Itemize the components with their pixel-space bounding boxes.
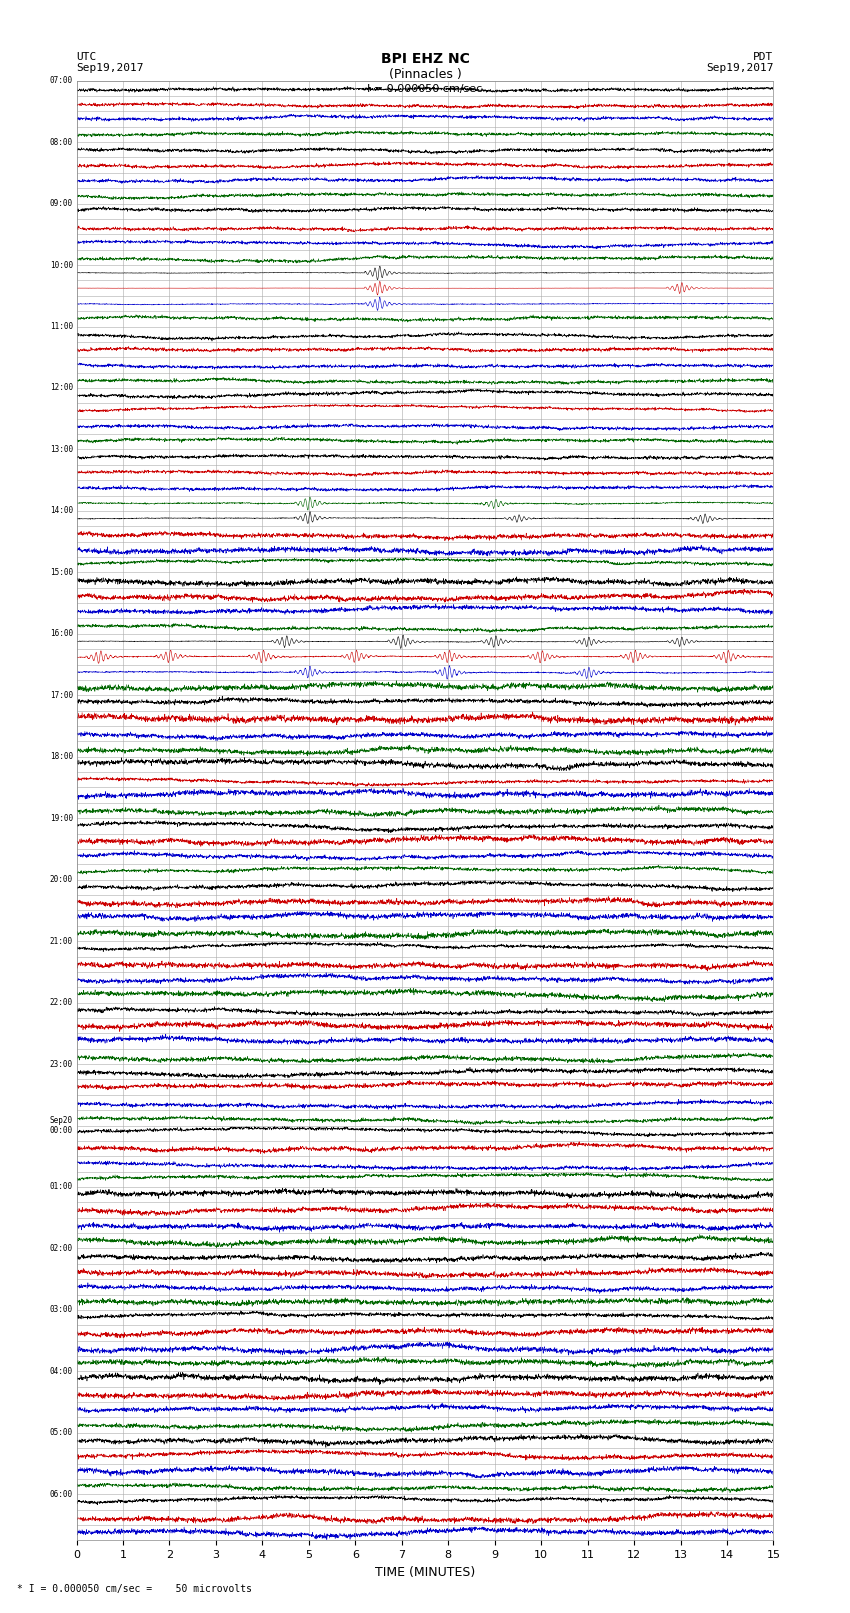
Text: * I = 0.000050 cm/sec =    50 microvolts: * I = 0.000050 cm/sec = 50 microvolts [17, 1584, 252, 1594]
Text: 04:00: 04:00 [50, 1366, 73, 1376]
Text: 18:00: 18:00 [50, 752, 73, 761]
Text: 02:00: 02:00 [50, 1244, 73, 1253]
Text: 13:00: 13:00 [50, 445, 73, 453]
Text: 12:00: 12:00 [50, 384, 73, 392]
Text: Sep20
00:00: Sep20 00:00 [50, 1116, 73, 1136]
Text: 15:00: 15:00 [50, 568, 73, 577]
Text: 14:00: 14:00 [50, 506, 73, 516]
Text: I = 0.000050 cm/sec: I = 0.000050 cm/sec [367, 84, 483, 94]
Text: 17:00: 17:00 [50, 690, 73, 700]
Text: (Pinnacles ): (Pinnacles ) [388, 68, 462, 81]
Text: 22:00: 22:00 [50, 998, 73, 1007]
Text: 07:00: 07:00 [50, 76, 73, 85]
Text: 23:00: 23:00 [50, 1060, 73, 1068]
Text: 19:00: 19:00 [50, 813, 73, 823]
Text: 21:00: 21:00 [50, 937, 73, 945]
Text: 05:00: 05:00 [50, 1429, 73, 1437]
Text: PDT
Sep19,2017: PDT Sep19,2017 [706, 52, 774, 73]
X-axis label: TIME (MINUTES): TIME (MINUTES) [375, 1566, 475, 1579]
Text: 06:00: 06:00 [50, 1490, 73, 1498]
Text: 11:00: 11:00 [50, 323, 73, 331]
Text: 09:00: 09:00 [50, 198, 73, 208]
Text: 10:00: 10:00 [50, 261, 73, 269]
Text: BPI EHZ NC: BPI EHZ NC [381, 52, 469, 66]
Text: 08:00: 08:00 [50, 137, 73, 147]
Text: 16:00: 16:00 [50, 629, 73, 639]
Text: 01:00: 01:00 [50, 1182, 73, 1192]
Text: 20:00: 20:00 [50, 876, 73, 884]
Text: 03:00: 03:00 [50, 1305, 73, 1315]
Text: UTC
Sep19,2017: UTC Sep19,2017 [76, 52, 144, 73]
